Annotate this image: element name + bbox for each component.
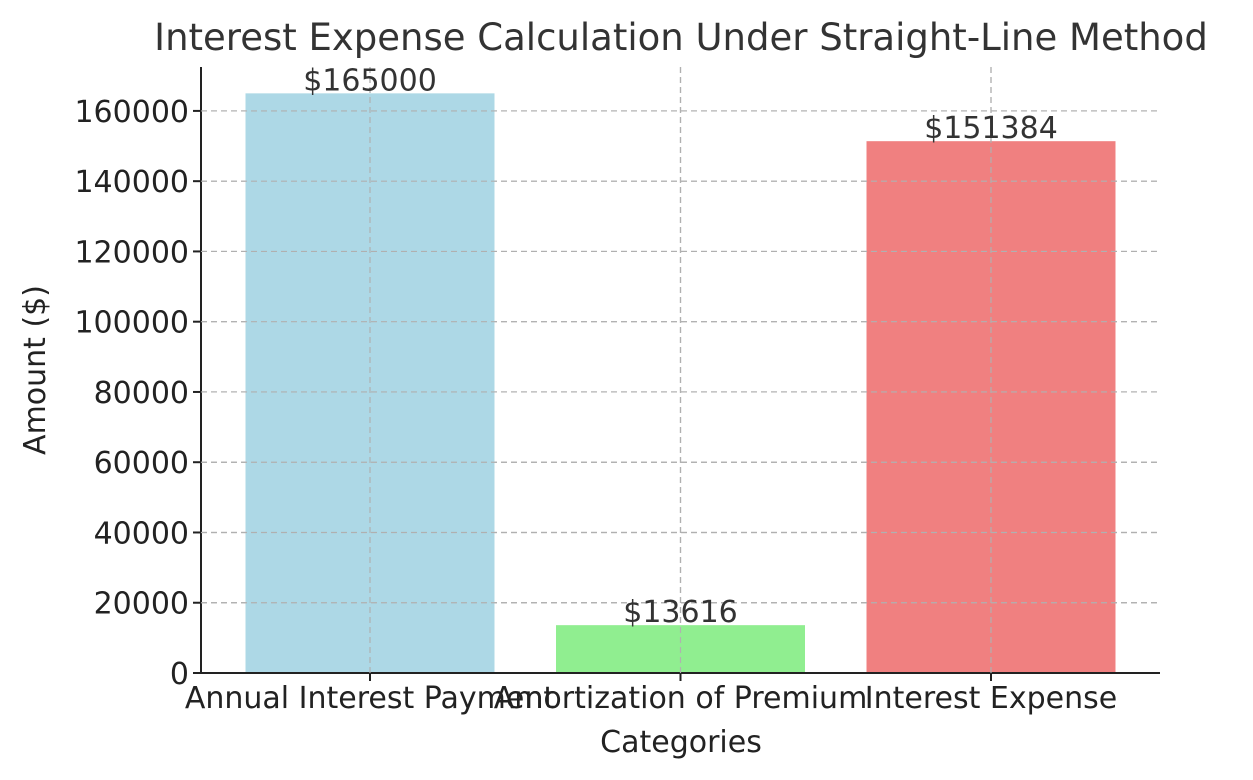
y-tick-label: 120000 [74,235,189,270]
y-tick-label: 0 [170,657,189,692]
x-tick-label: Annual Interest Payment [185,681,556,716]
y-tick-label: 80000 [94,376,189,411]
y-tick-label: 140000 [74,165,189,200]
x-tick-label: Interest Expense [865,681,1117,716]
x-tick-label: Amortization of Premium [494,681,868,716]
bar-data-label: $165000 [303,63,437,98]
y-axis-title: Amount ($) [18,285,53,455]
bar-data-label: $13616 [623,595,738,630]
y-tick-label: 20000 [94,587,189,622]
bar-data-label: $151384 [924,111,1058,146]
y-tick-label: 160000 [74,95,189,130]
ticks-layer: 0 20000 40000 60000 80000 100000 120000 140000 1… [74,95,1117,716]
x-axis-title: Categories [600,725,762,760]
y-tick-label: 60000 [94,446,189,481]
y-tick-label: 100000 [74,306,189,341]
chart-title: Interest Expense Calculation Under Strai… [154,16,1208,59]
y-tick-label: 40000 [94,516,189,551]
data-labels-layer: $165000 $13616 $151384 [201,63,1160,673]
